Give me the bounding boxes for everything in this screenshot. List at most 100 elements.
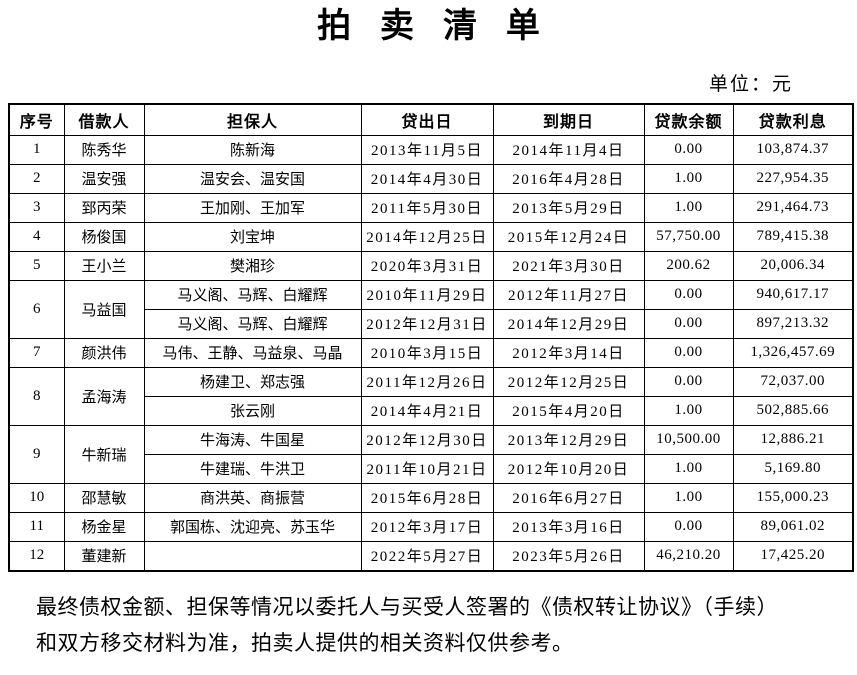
cell-guarantor: 牛建瑞、牛洪卫 [143,453,362,484]
cell-due-date: 2013年3月16日 [492,511,645,542]
table-row: 牛建瑞、牛洪卫 2011年10月21日 2012年10月20日 1.00 5,169.8… [9,453,854,484]
table-row: 12 董建新 2022年5月27日 2023年5月26日 46,210.20 17,425… [8,540,854,571]
table-row: 3 郅丙荣 王加刚、王加军 2011年5月30日 2013年5月29日 1.00 291,4… [8,192,854,223]
cell-loan-date: 2011年10月21日 [360,453,494,484]
table-row: 1 陈秀华 陈新海 2013年11月5日 2014年11月4日 0.00 103,874.3… [8,134,854,165]
cell-due-date: 2012年11月27日 [492,279,645,310]
cell-loan-date: 2012年12月31日 [360,308,494,339]
cell-due-date: 2014年11月4日 [492,134,645,165]
cell-due-date: 2016年6月27日 [492,482,645,513]
cell-balance: 1.00 [643,482,734,513]
cell-loan-date: 2010年3月15日 [360,337,494,368]
cell-loan-date: 2012年3月17日 [360,511,494,542]
column-header: 贷款利息 [732,103,854,136]
cell-balance: 10,500.00 [643,424,734,455]
cell-due-date: 2012年12月25日 [492,366,645,397]
cell-serial: 9 [8,424,65,484]
cell-borrower: 杨金星 [63,511,145,542]
cell-due-date: 2016年4月28日 [492,163,645,194]
cell-guarantor: 郭国栋、沈迎亮、苏玉华 [143,511,362,542]
cell-guarantor: 商洪英、商振营 [143,482,362,513]
cell-serial: 10 [8,482,65,513]
cell-interest: 291,464.73 [732,192,854,223]
cell-interest: 5,169.80 [732,453,854,484]
cell-guarantor: 马义阁、马辉、白耀辉 [143,279,362,310]
cell-interest: 72,037.00 [732,366,854,397]
cell-guarantor: 杨建卫、郑志强 [143,366,362,397]
cell-interest: 12,886.21 [732,424,854,455]
cell-guarantor: 樊湘珍 [143,250,362,281]
cell-borrower: 王小兰 [63,250,145,281]
column-header: 借款人 [63,103,145,136]
cell-balance: 0.00 [643,511,734,542]
cell-borrower: 孟海涛 [63,366,145,426]
cell-serial: 6 [8,279,65,339]
cell-interest: 897,213.32 [732,308,854,339]
cell-loan-date: 2022年5月27日 [360,540,494,571]
cell-due-date: 2013年12月29日 [492,424,645,455]
column-header: 贷出日 [360,103,494,136]
cell-loan-date: 2011年12月26日 [360,366,494,397]
cell-loan-date: 2013年11月5日 [360,134,494,165]
cell-balance: 46,210.20 [643,540,734,571]
cell-balance: 0.00 [643,366,734,397]
cell-loan-date: 2010年11月29日 [360,279,494,310]
cell-balance: 1.00 [643,192,734,223]
cell-borrower: 牛新瑞 [63,424,145,484]
cell-borrower: 马益国 [63,279,145,339]
table-row: 4 杨俊国 刘宝坤 2014年12月25日 2015年12月24日 57,750.00 78… [8,221,854,252]
cell-balance: 1.00 [643,395,734,426]
cell-due-date: 2015年12月24日 [492,221,645,252]
page-title: 拍卖清单 [317,8,569,45]
column-header: 担保人 [143,103,362,136]
column-header: 序号 [8,103,65,136]
cell-serial: 1 [8,134,65,165]
column-header: 到期日 [492,103,645,136]
cell-due-date: 2012年10月20日 [492,453,645,484]
cell-serial: 4 [8,221,65,252]
cell-loan-date: 2015年6月28日 [360,482,494,513]
cell-guarantor: 王加刚、王加军 [143,192,362,223]
cell-interest: 17,425.20 [732,540,854,571]
cell-balance: 0.00 [643,279,734,310]
cell-interest: 502,885.66 [732,395,854,426]
cell-borrower: 董建新 [63,540,145,571]
column-header: 贷款余额 [643,103,734,136]
footer-note-line: 最终债权金额、担保等情况以委托人与买受人签署的《债权转让协议》（手续） [36,594,778,619]
cell-borrower: 温安强 [63,163,145,194]
cell-balance: 1.00 [643,163,734,194]
cell-due-date: 2021年3月30日 [492,250,645,281]
cell-serial: 2 [8,163,65,194]
cell-due-date: 2014年12月29日 [492,308,645,339]
cell-due-date: 2013年5月29日 [492,192,645,223]
cell-guarantor: 马义阁、马辉、白耀辉 [143,308,362,339]
cell-borrower: 郅丙荣 [63,192,145,223]
cell-guarantor: 刘宝坤 [143,221,362,252]
cell-due-date: 2015年4月20日 [492,395,645,426]
cell-balance: 0.00 [643,308,734,339]
cell-guarantor: 牛海涛、牛国星 [143,424,362,455]
cell-guarantor: 马伟、王静、马益泉、马晶 [143,337,362,368]
cell-interest: 155,000.23 [732,482,854,513]
cell-borrower: 陈秀华 [63,134,145,165]
cell-loan-date: 2011年5月30日 [360,192,494,223]
cell-interest: 940,617.17 [732,279,854,310]
cell-guarantor: 陈新海 [143,134,362,165]
cell-balance: 0.00 [643,134,734,165]
table-header-row: 序号 借款人 担保人 贷出日 到期日 贷款余额 贷款利息 [8,103,854,136]
cell-interest: 103,874.37 [732,134,854,165]
cell-borrower: 颜洪伟 [63,337,145,368]
cell-balance: 57,750.00 [643,221,734,252]
table-row: 11 杨金星 郭国栋、沈迎亮、苏玉华 2012年3月17日 2013年3月16日 0.00… [8,511,854,542]
footer-note-line: 和双方移交材料为准，拍卖人提供的相关资料仅供参考。 [36,630,574,655]
table-row: 10 邵慧敏 商洪英、商振营 2015年6月28日 2016年6月27日 1.00 155,… [8,482,854,513]
cell-serial: 3 [8,192,65,223]
cell-loan-date: 2014年12月25日 [360,221,494,252]
cell-due-date: 2012年3月14日 [492,337,645,368]
cell-balance: 1.00 [643,453,734,484]
cell-loan-date: 2014年4月21日 [360,395,494,426]
table-row: 9 牛新瑞 牛海涛、牛国星 2012年12月30日 2013年12月29日 10,500.… [8,424,854,484]
unit-label: 单位：元 [708,73,793,95]
cell-due-date: 2023年5月26日 [492,540,645,571]
table-row: 8 孟海涛 杨建卫、郑志强 2011年12月26日 2012年12月25日 0.00 72,… [8,366,854,426]
